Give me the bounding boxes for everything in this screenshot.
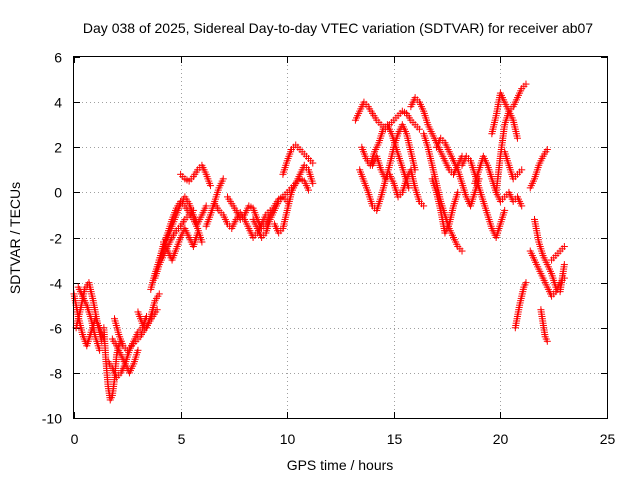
data-point bbox=[560, 243, 568, 251]
data-point bbox=[543, 146, 551, 154]
data-points bbox=[70, 80, 568, 404]
data-point bbox=[560, 261, 568, 269]
data-point bbox=[420, 202, 428, 210]
x-axis: 0 5 10 15 20 25 bbox=[71, 57, 616, 447]
chart-title: Day 038 of 2025, Sidereal Day-to-day VTE… bbox=[83, 20, 593, 36]
data-point bbox=[522, 80, 530, 88]
data-point bbox=[202, 202, 210, 210]
data-point bbox=[134, 346, 142, 354]
data-point bbox=[458, 247, 466, 255]
data-point bbox=[206, 182, 214, 190]
data-point bbox=[522, 279, 530, 287]
x-tick-label: 0 bbox=[71, 431, 79, 447]
data-point bbox=[518, 202, 526, 210]
y-axis-title: SDTVAR / TECUs bbox=[7, 182, 23, 294]
data-point bbox=[415, 125, 423, 133]
data-point bbox=[305, 186, 313, 194]
y-tick-label: -8 bbox=[50, 366, 63, 382]
data-point bbox=[194, 229, 202, 237]
data-point bbox=[309, 159, 317, 167]
y-tick-label: 6 bbox=[54, 50, 62, 66]
y-tick-label: -10 bbox=[42, 411, 62, 427]
data-point bbox=[219, 175, 227, 183]
data-point bbox=[513, 134, 521, 142]
x-tick-label: 10 bbox=[280, 431, 296, 447]
data-point bbox=[501, 206, 509, 214]
y-tick-label: -6 bbox=[50, 321, 63, 337]
x-axis-title: GPS time / hours bbox=[287, 457, 394, 473]
data-point bbox=[543, 337, 551, 345]
x-tick-label: 20 bbox=[493, 431, 509, 447]
x-tick-label: 15 bbox=[387, 431, 403, 447]
data-point bbox=[198, 238, 206, 246]
x-tick-label: 5 bbox=[178, 431, 186, 447]
y-tick-label: -2 bbox=[50, 231, 63, 247]
y-tick-label: 2 bbox=[54, 140, 62, 156]
y-tick-label: 4 bbox=[54, 95, 62, 111]
y-tick-label: -4 bbox=[50, 276, 63, 292]
x-tick-label: 25 bbox=[600, 431, 616, 447]
data-point bbox=[309, 179, 317, 187]
data-point bbox=[155, 290, 163, 298]
plot-frame bbox=[73, 56, 608, 419]
data-point bbox=[518, 166, 526, 174]
y-tick-label: 0 bbox=[54, 185, 62, 201]
data-point bbox=[454, 188, 462, 196]
y-axis: -10 -8 -6 -4 -2 0 2 4 6 bbox=[42, 50, 607, 427]
